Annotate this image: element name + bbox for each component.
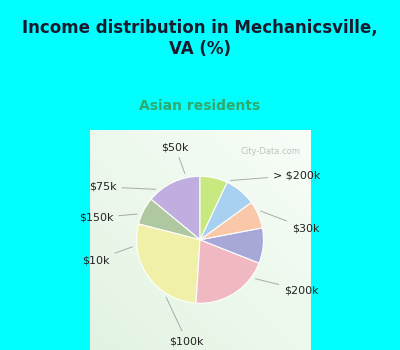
Text: Income distribution in Mechanicsville,
VA (%): Income distribution in Mechanicsville, V…: [22, 20, 378, 58]
Text: $50k: $50k: [162, 142, 189, 174]
Wedge shape: [200, 182, 251, 240]
Wedge shape: [196, 240, 259, 303]
Wedge shape: [138, 199, 200, 240]
Text: $30k: $30k: [261, 211, 320, 233]
Wedge shape: [151, 176, 200, 240]
Wedge shape: [200, 228, 264, 263]
Text: $200k: $200k: [256, 279, 319, 295]
Text: $100k: $100k: [166, 298, 204, 346]
Text: $75k: $75k: [89, 182, 156, 192]
Text: City-Data.com: City-Data.com: [241, 147, 300, 156]
Text: $150k: $150k: [79, 213, 137, 223]
Wedge shape: [200, 202, 262, 240]
Wedge shape: [200, 176, 227, 240]
Text: > $200k: > $200k: [230, 170, 321, 181]
Text: Asian residents: Asian residents: [139, 99, 261, 113]
Text: $10k: $10k: [82, 247, 132, 265]
Wedge shape: [136, 224, 200, 303]
